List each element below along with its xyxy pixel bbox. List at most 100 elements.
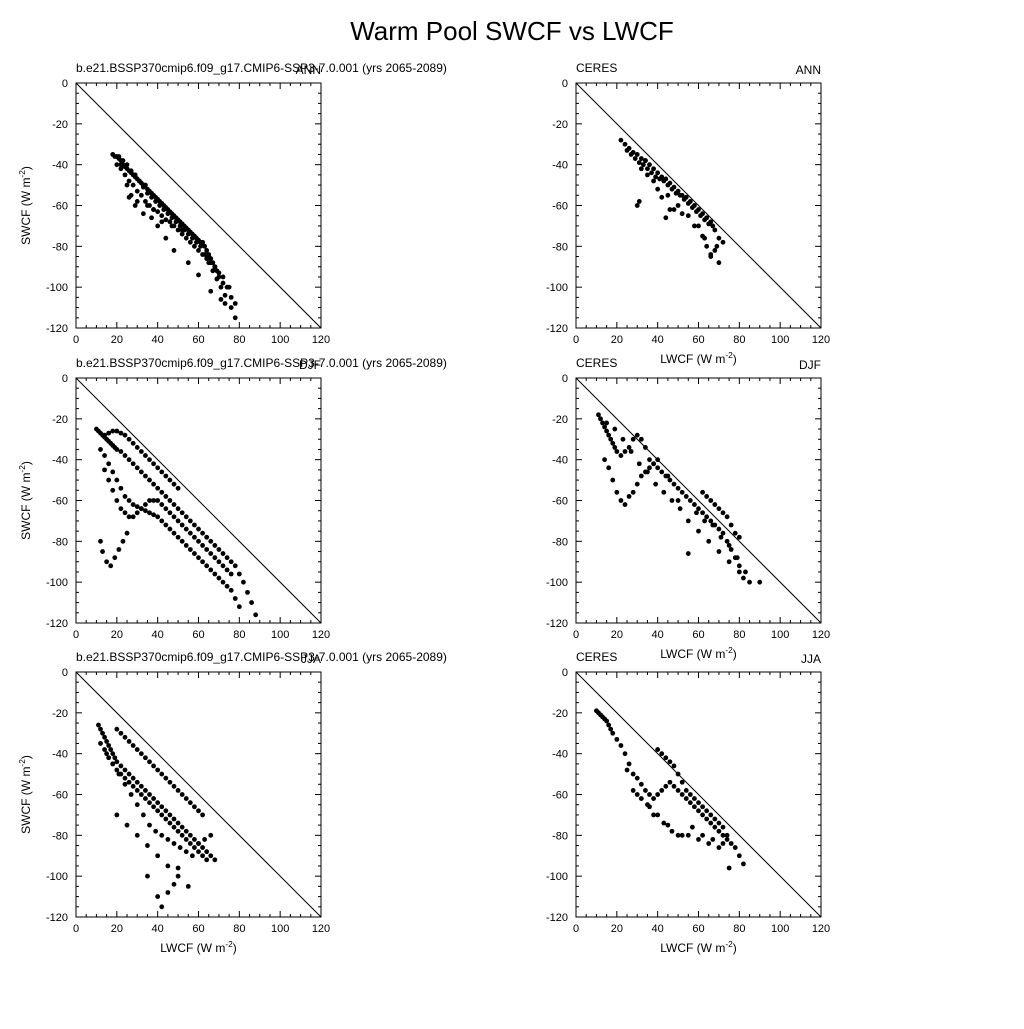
data-point [712,502,718,507]
data-point [692,502,697,507]
data-point [165,211,171,217]
data-point [122,775,128,781]
data-point [647,457,652,463]
data-point [679,779,685,785]
x-tick-label: 120 [312,629,330,641]
data-point [677,506,683,512]
data-point [171,824,177,830]
data-point [175,865,181,871]
data-point [171,816,177,822]
data-point [130,783,136,789]
data-point [663,783,669,789]
data-point [716,820,722,826]
data-point [687,800,693,806]
data-point [138,751,144,757]
data-point [165,863,171,869]
data-point [175,506,181,512]
y-tick-label: -40 [552,749,568,761]
data-point [187,832,193,838]
data-point [200,853,205,859]
data-point [200,530,205,536]
data-point [147,457,152,463]
data-point [102,432,107,438]
data-point [647,465,652,471]
x-tick-label: 60 [192,629,204,641]
x-tick-label: 120 [812,629,830,641]
data-point [147,822,152,828]
data-point [216,575,222,581]
data-point [110,469,116,475]
data-point [653,174,659,180]
y-tick-label: -60 [52,790,68,802]
data-point [638,436,644,442]
data-point [118,485,124,491]
y-tick-label: -80 [52,536,68,548]
data-point [614,449,620,454]
data-point [216,547,222,552]
data-point [104,559,110,565]
data-point [114,498,120,503]
data-point [189,853,195,859]
data-point [702,235,708,241]
panel-right-title: DJF [299,358,321,372]
data-point [634,481,640,487]
data-point [196,248,201,253]
data-point [216,270,222,276]
data-point [638,473,644,479]
data-point [710,522,716,528]
data-point [192,804,197,810]
y-tick-label: -20 [552,708,568,720]
data-point [626,494,632,499]
data-point [716,828,722,834]
x-tick-label: 0 [73,629,79,641]
data-point [120,158,126,163]
y-tick-label: -20 [552,414,568,426]
data-point [708,820,714,826]
one-to-one-line [575,671,822,918]
data-point [138,783,144,789]
x-tick-label: 40 [652,334,664,346]
data-point [122,494,128,499]
data-point [700,804,705,810]
data-point [636,461,642,467]
data-point [149,194,154,200]
data-point [167,779,173,785]
data-point [643,445,648,450]
data-point [185,231,191,237]
data-point [212,555,218,561]
data-point [147,477,152,483]
panel-left-title: b.e21.BSSP370cmip6.f09_g17.CMIP6-SSP3-7.… [76,356,447,370]
x-tick-label: 0 [573,923,579,935]
data-point [655,465,661,471]
data-point [167,477,173,483]
data-point [679,832,685,838]
data-point [626,445,632,450]
data-point [220,274,226,280]
data-point [618,743,624,748]
data-point [132,172,138,178]
data-point [736,569,742,575]
data-point [734,555,740,561]
data-point [126,498,132,503]
data-point [187,800,193,806]
data-point [130,743,136,748]
data-point [716,526,722,532]
data-point [612,445,618,450]
data-point [163,522,169,528]
x-tick-label: 100 [271,334,289,346]
y-tick-label: 0 [62,78,68,90]
data-point [147,759,152,765]
data-point [624,147,630,153]
data-point [204,849,210,855]
data-point [228,305,234,310]
data-point [208,853,214,859]
data-point [602,424,607,430]
data-point [151,763,156,769]
data-point [204,248,210,253]
main-title: Warm Pool SWCF vs LWCF [350,16,674,46]
data-point [665,182,671,188]
data-point [192,837,197,842]
data-point [145,190,150,196]
data-point [126,436,132,442]
